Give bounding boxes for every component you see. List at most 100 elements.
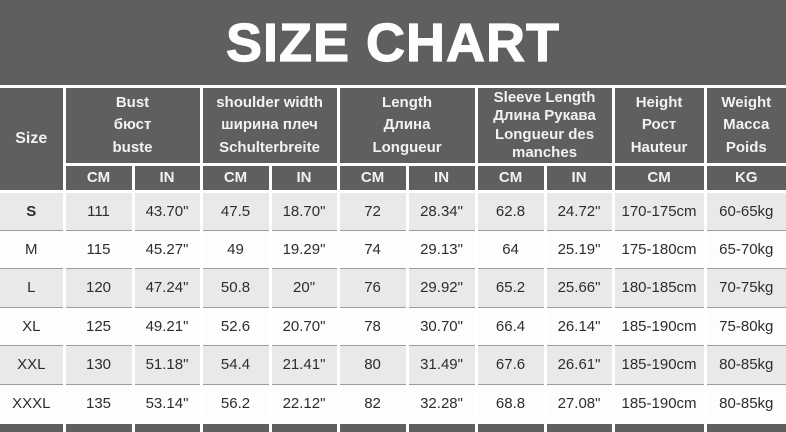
table-header: Size Bust бюст buste shoulder width шири… bbox=[0, 85, 786, 193]
value-cell: 29.92" bbox=[405, 268, 478, 308]
value-cell: 52.6 bbox=[199, 306, 272, 346]
value-cell: 28.34" bbox=[405, 191, 478, 231]
value-cell: 27.08" bbox=[543, 383, 615, 423]
value-cell: 111 bbox=[62, 191, 135, 231]
value-cell: 67.6 bbox=[474, 345, 547, 385]
unit-header-height-cm: CM bbox=[611, 163, 707, 193]
next-section-edge-cell bbox=[199, 421, 272, 432]
next-section-edge-cell bbox=[268, 421, 340, 432]
value-cell: 56.2 bbox=[199, 383, 272, 423]
title-bar: SIZE CHART bbox=[0, 0, 786, 85]
next-section-edge-cell bbox=[405, 421, 478, 432]
unit-header-length-in: IN bbox=[405, 163, 478, 193]
value-cell: 47.24" bbox=[131, 268, 203, 308]
value-cell: 74 bbox=[336, 229, 409, 269]
value-cell: 22.12" bbox=[268, 383, 340, 423]
size-cell: XXL bbox=[0, 345, 66, 385]
value-cell: 80 bbox=[336, 345, 409, 385]
value-cell: 185-190cm bbox=[611, 383, 707, 423]
value-cell: 29.13" bbox=[405, 229, 478, 269]
next-section-edge-cell bbox=[336, 421, 409, 432]
value-cell: 130 bbox=[62, 345, 135, 385]
size-cell: M bbox=[0, 229, 66, 269]
value-cell: 185-190cm bbox=[611, 306, 707, 346]
table-footer bbox=[0, 421, 786, 432]
value-cell: 72 bbox=[336, 191, 409, 231]
column-header-shoulder-width: shoulder width ширина плеч Schulterbreit… bbox=[199, 85, 340, 166]
value-cell: 115 bbox=[62, 229, 135, 269]
value-cell: 20" bbox=[268, 268, 340, 308]
unit-header-length-cm: CM bbox=[336, 163, 409, 193]
value-cell: 30.70" bbox=[405, 306, 478, 346]
value-cell: 26.61" bbox=[543, 345, 615, 385]
value-cell: 170-175cm bbox=[611, 191, 707, 231]
size-cell: S bbox=[0, 191, 66, 231]
next-section-edge-cell bbox=[0, 421, 66, 432]
column-header-weight: Weight Масса Poids bbox=[703, 85, 786, 166]
units-header-row: CM IN CM IN CM IN CM IN CM KG bbox=[0, 163, 786, 193]
unit-header-sleeve-in: IN bbox=[543, 163, 615, 193]
next-section-edge-cell bbox=[543, 421, 615, 432]
column-header-size: Size bbox=[0, 85, 66, 193]
value-cell: 21.41" bbox=[268, 345, 340, 385]
value-cell: 65.2 bbox=[474, 268, 547, 308]
value-cell: 65-70kg bbox=[703, 229, 786, 269]
value-cell: 76 bbox=[336, 268, 409, 308]
value-cell: 78 bbox=[336, 306, 409, 346]
table-row: XXXL 135 53.14" 56.2 22.12" 82 32.28" 68.8 27.08… bbox=[0, 383, 786, 423]
table-row: M 115 45.27" 49 19.29" 74 29.13" 64 25.19" 175-18… bbox=[0, 229, 786, 269]
value-cell: 45.27" bbox=[131, 229, 203, 269]
value-cell: 25.19" bbox=[543, 229, 615, 269]
page-title: SIZE CHART bbox=[225, 12, 560, 73]
next-section-edge-cell bbox=[62, 421, 135, 432]
next-section-edge-row bbox=[0, 421, 786, 432]
value-cell: 50.8 bbox=[199, 268, 272, 308]
column-header-bust: Bust бюст buste bbox=[62, 85, 203, 166]
value-cell: 68.8 bbox=[474, 383, 547, 423]
next-section-edge-cell bbox=[703, 421, 786, 432]
value-cell: 26.14" bbox=[543, 306, 615, 346]
value-cell: 64 bbox=[474, 229, 547, 269]
value-cell: 80-85kg bbox=[703, 383, 786, 423]
value-cell: 19.29" bbox=[268, 229, 340, 269]
value-cell: 125 bbox=[62, 306, 135, 346]
value-cell: 31.49" bbox=[405, 345, 478, 385]
size-cell: L bbox=[0, 268, 66, 308]
value-cell: 120 bbox=[62, 268, 135, 308]
value-cell: 43.70" bbox=[131, 191, 203, 231]
value-cell: 82 bbox=[336, 383, 409, 423]
value-cell: 180-185cm bbox=[611, 268, 707, 308]
size-cell: XXXL bbox=[0, 383, 66, 423]
value-cell: 135 bbox=[62, 383, 135, 423]
value-cell: 60-65kg bbox=[703, 191, 786, 231]
unit-header-shoulder-cm: CM bbox=[199, 163, 272, 193]
value-cell: 47.5 bbox=[199, 191, 272, 231]
column-header-sleeve-length: Sleeve Length Длина Рукава Longueur des … bbox=[474, 85, 615, 166]
column-header-height: Height Рост Hauteur bbox=[611, 85, 707, 166]
size-cell: XL bbox=[0, 306, 66, 346]
value-cell: 62.8 bbox=[474, 191, 547, 231]
value-cell: 25.66" bbox=[543, 268, 615, 308]
next-section-edge-cell bbox=[474, 421, 547, 432]
unit-header-bust-cm: CM bbox=[64, 163, 135, 193]
table-row: XXL 130 51.18" 54.4 21.41" 80 31.49" 67.6 26.61"… bbox=[0, 345, 786, 385]
value-cell: 51.18" bbox=[131, 345, 203, 385]
unit-header-weight-kg: KG bbox=[703, 163, 786, 193]
value-cell: 185-190cm bbox=[611, 345, 707, 385]
value-cell: 70-75kg bbox=[703, 268, 786, 308]
value-cell: 49 bbox=[199, 229, 272, 269]
value-cell: 32.28" bbox=[405, 383, 478, 423]
column-header-length: Length Длина Longueur bbox=[336, 85, 478, 166]
unit-header-shoulder-in: IN bbox=[268, 163, 340, 193]
value-cell: 80-85kg bbox=[703, 345, 786, 385]
value-cell: 18.70" bbox=[268, 191, 340, 231]
value-cell: 53.14" bbox=[131, 383, 203, 423]
size-chart-table: Size Bust бюст buste shoulder width шири… bbox=[0, 85, 786, 432]
group-header-row: Size Bust бюст buste shoulder width шири… bbox=[0, 85, 786, 193]
unit-header-sleeve-cm: CM bbox=[474, 163, 547, 193]
unit-header-bust-in: IN bbox=[131, 163, 203, 193]
next-section-edge-cell bbox=[131, 421, 203, 432]
next-section-edge-cell bbox=[611, 421, 707, 432]
value-cell: 175-180cm bbox=[611, 229, 707, 269]
